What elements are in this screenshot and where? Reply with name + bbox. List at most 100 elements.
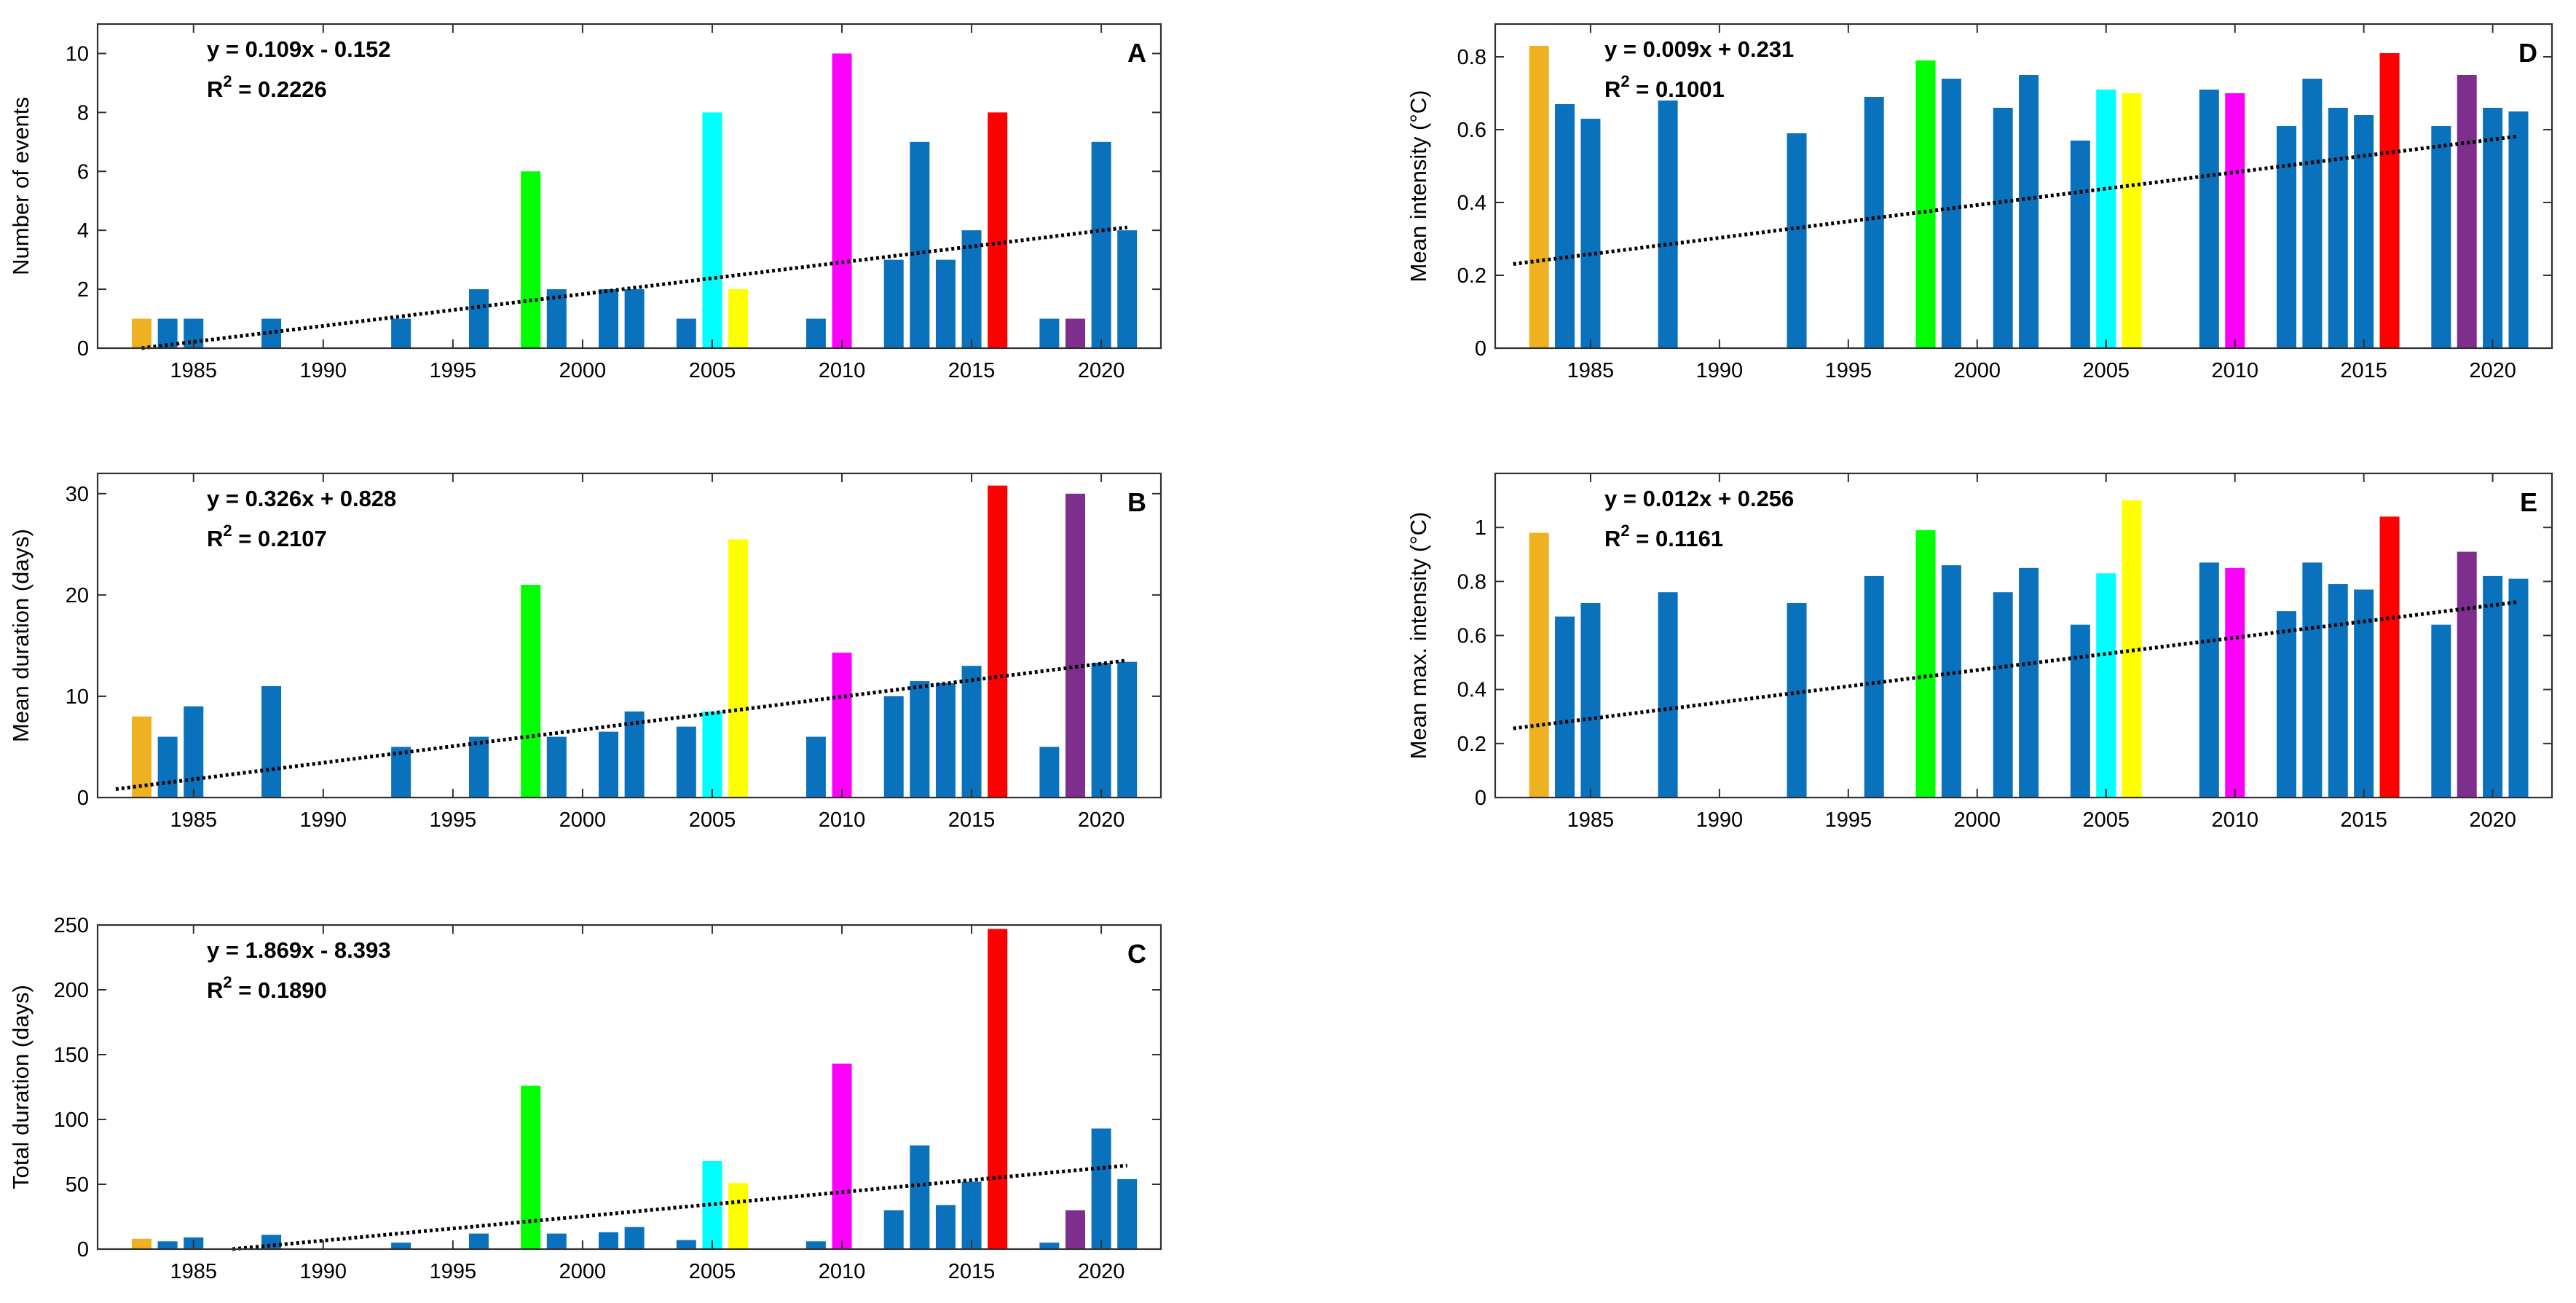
bar-e-2004 [2070,624,2090,798]
y-tick-label-b: 30 [66,483,89,506]
r-squared-a: R2 = 0.2226 [207,72,327,102]
bar-b-1999 [546,736,567,798]
x-tick-label-b: 2000 [559,808,607,832]
bar-e-2014 [2328,584,2348,798]
y-tick-label-d: 0.6 [1457,119,1486,142]
bar-e-2019 [2457,551,2477,798]
bar-a-1999 [546,289,567,348]
bar-b-2010 [832,653,852,798]
bar-b-2006 [728,539,749,798]
bar-b-1983 [132,716,152,798]
plot-frame-c [96,924,1162,1251]
x-tick-label-a: 2010 [819,359,866,382]
bar-a-2014 [935,259,956,348]
bar-a-2021 [1117,230,1138,348]
x-tick-label-b: 1990 [300,808,347,832]
x-tick-label-c: 2020 [1078,1260,1125,1283]
bar-d-2018 [2431,126,2451,348]
bar-b-1985 [184,706,204,798]
x-tick-label-a: 2020 [1078,359,1125,382]
panel-a-number-of-events: 0 2 4 6 8 10 1985 1990 1995 2000 2005 2010 2015 2020 N… [8,23,1162,382]
bar-a-2012 [883,259,904,348]
y-axis-label-c: Total duration (days) [8,985,34,1189]
r-squared-value: = 0.1161 [1630,526,1723,551]
y-axis-label-a: Number of events [8,97,34,275]
bar-a-1983 [132,318,152,348]
x-tick-label-d: 2005 [2082,359,2130,382]
bar-a-2002 [624,289,645,348]
x-tick-label-a: 1985 [170,359,217,382]
bar-e-1996 [1864,575,1884,798]
bar-e-2016 [2379,516,2400,798]
x-tick-label-d: 2010 [2211,359,2258,382]
trend-equation-e: y = 0.012x + 0.256 [1604,486,1794,511]
bar-e-1998 [1915,530,1936,798]
x-tick-label-c: 2010 [819,1260,866,1283]
r-squared-exponent: 2 [1620,521,1629,540]
bar-c-2004 [676,1240,696,1249]
bar-d-2013 [2302,79,2323,348]
r-squared-c: R2 = 0.1890 [207,973,327,1003]
panel-letter-b: B [1127,487,1146,517]
y-tick-label-c: 150 [54,1044,89,1067]
x-tick-label-d: 1990 [1696,359,1744,382]
bar-d-1999 [1941,79,1961,348]
bar-d-2005 [2096,90,2116,348]
r-squared-exponent: 2 [1620,72,1629,90]
x-tick-label-b: 2010 [819,808,866,832]
bar-e-1984 [1555,616,1575,798]
r-squared-value: = 0.1890 [232,977,327,1003]
x-tick-label-e: 2005 [2082,808,2130,832]
x-tick-label-b: 2005 [689,808,736,832]
y-tick-label-c: 200 [54,979,89,1002]
r-squared-value: = 0.1001 [1630,76,1725,102]
y-tick-label-c: 100 [54,1109,89,1132]
x-tick-label-d: 2000 [1954,359,2001,382]
bar-d-1993 [1787,133,1807,348]
bar-b-2013 [910,681,930,798]
bar-c-1998 [521,1085,541,1249]
bar-e-2001 [1993,592,2013,798]
bar-c-2010 [832,1063,852,1249]
panel-e-mean-max-intensity: 0 0.2 0.4 0.6 0.8 1 1985 1990 1995 2000 2005 2010 20… [1406,472,2553,832]
panel-c-total-duration: 0 50 100 150 200 250 1985 1990 1995 2000 2005 2010 2… [8,914,1162,1283]
bar-c-2009 [806,1241,826,1249]
bar-b-1998 [521,584,541,798]
bar-a-2013 [910,141,930,348]
y-tick-label-b: 10 [66,685,89,709]
x-tick-label-b: 1985 [170,808,217,832]
x-tick-label-e: 2000 [1954,808,2001,832]
panel-letter-a: A [1127,38,1146,68]
bar-d-2012 [2276,126,2296,348]
bar-a-2019 [1065,318,1085,348]
y-tick-label-a: 6 [77,160,89,184]
y-axis-label-b: Mean duration (days) [8,529,34,742]
bar-e-1993 [1787,603,1807,798]
bar-d-2002 [2019,75,2039,348]
bar-e-1983 [1529,532,1549,798]
y-tick-label-e: 1 [1475,516,1486,540]
bar-c-1984 [157,1241,178,1249]
bar-a-1993 [391,318,411,348]
bar-a-2006 [728,289,749,348]
r-squared-d: R2 = 0.1001 [1604,72,1725,102]
x-tick-label-b: 2015 [948,808,996,832]
x-tick-label-d: 1995 [1825,359,1872,382]
y-tick-label-a: 2 [77,278,89,302]
bar-b-2021 [1117,661,1138,798]
r-squared-exponent: 2 [223,521,232,540]
y-tick-label-a: 8 [77,101,89,125]
r-squared-exponent: 2 [223,72,232,90]
panel-letter-d: D [2518,38,2537,68]
bar-e-2020 [2483,575,2503,798]
bar-a-2015 [961,230,982,348]
bar-a-2001 [599,289,619,348]
bar-d-2020 [2483,108,2503,348]
y-tick-label-a: 4 [77,219,89,243]
y-tick-label-d: 0.8 [1457,46,1486,69]
panel-letter-c: C [1127,939,1146,969]
r-squared-value: = 0.2226 [232,76,327,102]
x-tick-label-c: 2000 [559,1260,607,1283]
x-tick-label-c: 2015 [948,1260,996,1283]
bar-b-2005 [702,711,722,798]
